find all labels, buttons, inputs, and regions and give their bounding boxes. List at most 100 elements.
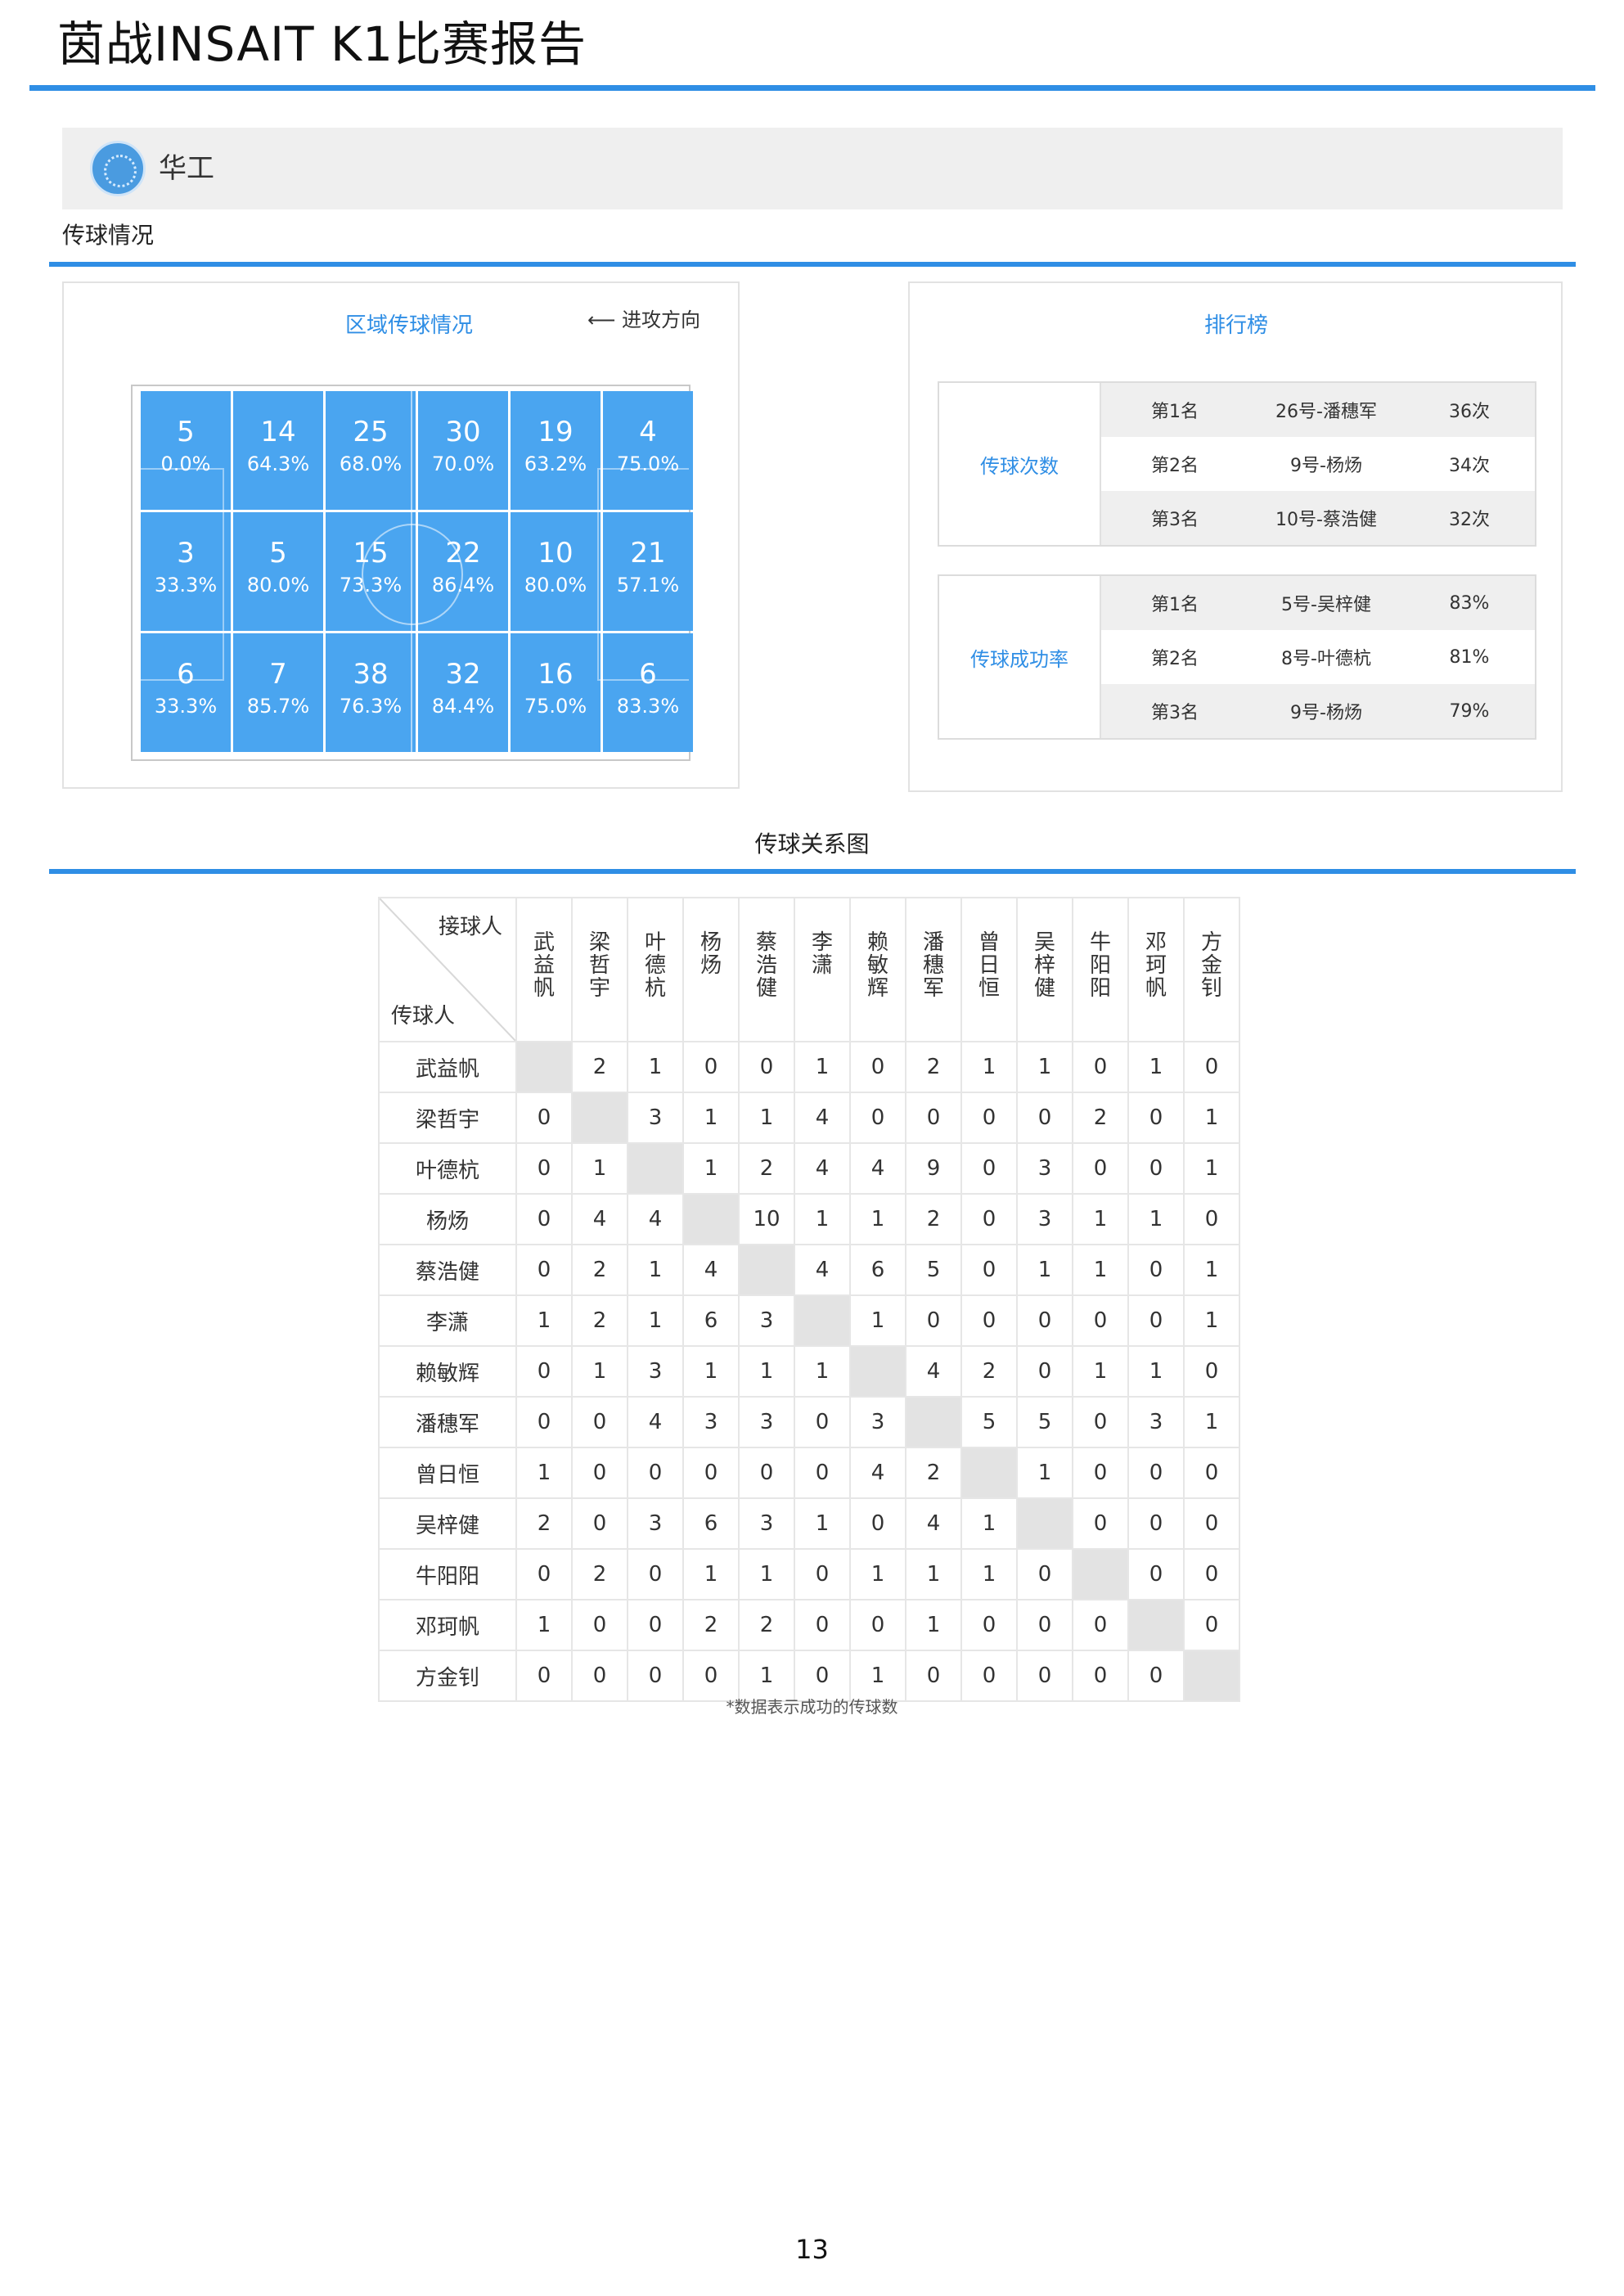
matrix-self-cell [682, 1193, 740, 1245]
zone-pass-count: 14 [260, 416, 296, 448]
matrix-cell: 3 [849, 1396, 906, 1448]
zone-pass-count: 5 [269, 537, 287, 569]
matrix-cell: 0 [905, 1092, 962, 1144]
matrix-self-cell [1072, 1548, 1129, 1600]
title-divider [29, 85, 1595, 91]
matrix-cell: 1 [571, 1345, 628, 1398]
matrix-row: 武益帆 2 1 0 0 1 0 2 1 1 0 1 0 [378, 1041, 1240, 1093]
team-logo-icon [90, 141, 146, 196]
zone-success-rate: 57.1% [616, 574, 680, 597]
zone-cell: 14 64.3% [233, 391, 323, 510]
team-name: 华工 [159, 152, 214, 185]
receiver-column-header: 赖敏辉 [849, 897, 906, 1042]
zone-success-rate: 84.4% [431, 695, 495, 718]
matrix-cell: 0 [905, 1650, 962, 1702]
zone-cell: 6 33.3% [141, 633, 231, 752]
matrix-row: 梁哲宇 0 3 1 1 4 0 0 0 0 2 0 1 [378, 1092, 1240, 1144]
passer-name: 吴梓健 [378, 1497, 517, 1550]
attack-direction-label: ⟵ 进攻方向 [587, 308, 701, 331]
rank-position: 第1名 [1151, 595, 1199, 615]
receiver-name: 叶德杭 [645, 930, 667, 1001]
receiver-column-header: 梁哲宇 [571, 897, 628, 1042]
matrix-cell: 0 [794, 1447, 851, 1499]
zone-pass-count: 25 [353, 416, 389, 448]
matrix-cell: 0 [1183, 1447, 1240, 1499]
matrix-cell: 1 [1072, 1193, 1129, 1245]
passer-name: 曾日恒 [378, 1447, 517, 1499]
matrix-cell: 0 [1127, 1092, 1185, 1144]
ranking-row: 第2名 9号-杨炀 34次 [1101, 437, 1535, 491]
zone-pass-count: 19 [538, 416, 574, 448]
matrix-cell: 2 [571, 1294, 628, 1347]
matrix-cell: 4 [794, 1092, 851, 1144]
matrix-footnote: *数据表示成功的传球数 [726, 1697, 898, 1717]
matrix-cell: 1 [960, 1041, 1018, 1093]
page-number: 13 [795, 2234, 829, 2265]
rank-player: 10号-蔡浩健 [1275, 510, 1377, 530]
matrix-cell: 1 [960, 1497, 1018, 1550]
pass-network-title: 传球关系图 [754, 831, 870, 858]
matrix-cell: 0 [1072, 1041, 1129, 1093]
receiver-column-header: 牛阳阳 [1072, 897, 1129, 1042]
matrix-cell: 1 [794, 1345, 851, 1398]
matrix-self-cell [738, 1244, 795, 1296]
zone-pass-count: 16 [538, 658, 574, 691]
zone-success-rate: 80.0% [524, 574, 587, 597]
matrix-cell: 5 [905, 1244, 962, 1296]
zone-pass-count: 6 [639, 658, 657, 691]
matrix-cell: 0 [1183, 1193, 1240, 1245]
matrix-cell: 1 [515, 1294, 573, 1347]
matrix-self-cell [627, 1142, 684, 1195]
matrix-cell: 4 [849, 1142, 906, 1195]
matrix-cell: 0 [571, 1497, 628, 1550]
matrix-cell: 4 [627, 1396, 684, 1448]
matrix-cell: 0 [1072, 1447, 1129, 1499]
matrix-cell: 0 [960, 1142, 1018, 1195]
zone-grid: 5 0.0% 14 64.3% 25 68.0% 30 70.0% 19 63.2% 4 75.0% 3… [141, 391, 693, 752]
zone-cell: 25 68.0% [326, 391, 416, 510]
matrix-cell: 3 [627, 1092, 684, 1144]
rank-value: 83% [1449, 592, 1490, 614]
matrix-cell: 1 [682, 1092, 740, 1144]
matrix-cell: 0 [1127, 1294, 1185, 1347]
matrix-cell: 0 [738, 1447, 795, 1499]
right-penalty-box [597, 468, 689, 681]
zone-success-rate: 80.0% [246, 574, 310, 597]
receiver-column-header: 蔡浩健 [738, 897, 795, 1042]
pass-success-rows: 第1名 5号-吴梓健 83% 第2名 8号-叶德杭 81% 第3名 9号-杨炀 79% [1101, 576, 1535, 738]
matrix-cell: 1 [849, 1294, 906, 1347]
matrix-cell: 0 [960, 1092, 1018, 1144]
matrix-cell: 0 [627, 1548, 684, 1600]
receiver-column-header: 方金钊 [1183, 897, 1240, 1042]
pass-matrix: 接球人 传球人 武益帆 梁哲宇 叶德杭 杨炀 蔡浩健 李潇 赖敏辉 潘穗军 曾日恒 吴梓健 牛阳阳邓… [378, 897, 1240, 1702]
passer-label: 传球人 [391, 1004, 456, 1029]
matrix-cell: 0 [682, 1041, 740, 1093]
matrix-self-cell [960, 1447, 1018, 1499]
matrix-cell: 0 [627, 1599, 684, 1651]
zone-cell: 5 0.0% [141, 391, 231, 510]
zone-success-rate: 33.3% [154, 695, 218, 718]
matrix-cell: 0 [1127, 1244, 1185, 1296]
receiver-column-header: 叶德杭 [627, 897, 684, 1042]
matrix-cell: 4 [905, 1497, 962, 1550]
rank-value: 34次 [1449, 456, 1490, 476]
matrix-cell: 2 [905, 1447, 962, 1499]
matrix-cell: 1 [849, 1193, 906, 1245]
matrix-cell: 1 [1127, 1345, 1185, 1398]
ranking-row: 第3名 10号-蔡浩健 32次 [1101, 491, 1535, 545]
matrix-cell: 1 [682, 1345, 740, 1398]
matrix-cell: 0 [515, 1092, 573, 1144]
matrix-cell: 4 [794, 1142, 851, 1195]
zone-pass-count: 10 [538, 537, 574, 569]
ranking-row: 第1名 26号-潘穗军 36次 [1101, 383, 1535, 437]
corner-diagonal [380, 898, 515, 1041]
matrix-cell: 1 [627, 1244, 684, 1296]
matrix-cell: 3 [738, 1497, 795, 1550]
zone-passing-panel: 区域传球情况 ⟵ 进攻方向 5 0.0% 14 64.3% 25 68.0% 30 70.0%… [62, 281, 740, 789]
matrix-cell: 0 [960, 1599, 1018, 1651]
zone-success-rate: 76.3% [339, 695, 403, 718]
matrix-cell: 0 [1072, 1396, 1129, 1448]
zone-pass-count: 30 [445, 416, 481, 448]
rank-player: 8号-叶德杭 [1281, 649, 1371, 669]
matrix-cell: 0 [960, 1650, 1018, 1702]
